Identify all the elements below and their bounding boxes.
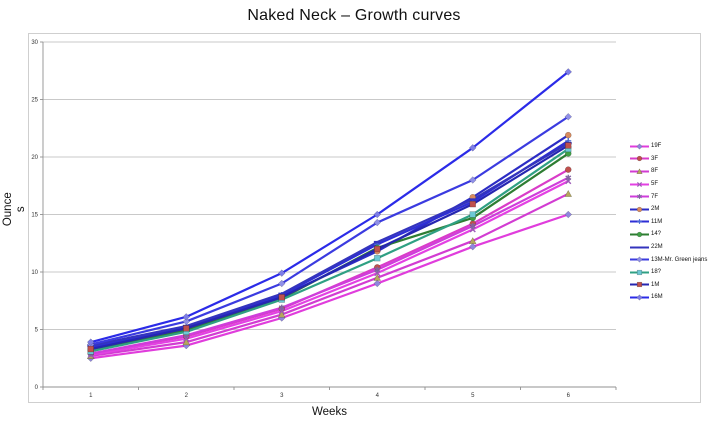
legend-series-marker-icon: [630, 256, 649, 263]
svg-text:5: 5: [471, 393, 475, 399]
legend-item: 16M: [630, 291, 707, 304]
svg-text:20: 20: [31, 155, 38, 161]
legend-series-marker-icon: [630, 246, 649, 249]
legend-label: 13M-Mr. Green jeans: [651, 256, 708, 263]
legend-label: 11M: [651, 218, 663, 225]
svg-text:4: 4: [376, 393, 380, 399]
legend-label: 5F: [651, 181, 659, 188]
y-axis-title: Ounces: [1, 192, 27, 227]
legend-series-marker-icon: [630, 143, 649, 150]
svg-text:0: 0: [35, 385, 39, 391]
legend-item: 5F: [630, 178, 707, 191]
svg-text:3: 3: [280, 393, 284, 399]
legend-label: 8F: [651, 168, 659, 175]
legend-series-marker-icon: [630, 231, 649, 238]
legend: 19F 3F 8F 5F 7F 2M 11M 14? 22M 13M-Mr. Green jean…: [630, 140, 707, 304]
legend-series-marker-icon: [630, 269, 649, 275]
legend-label: 16M: [651, 294, 663, 301]
svg-text:25: 25: [31, 98, 38, 104]
legend-item: 19F: [630, 140, 707, 153]
legend-item: 18?: [630, 266, 707, 279]
legend-item: 14?: [630, 228, 707, 241]
legend-item: 3F: [630, 153, 707, 166]
chart-title: Naked Neck – Growth curves: [247, 7, 461, 24]
legend-series-marker-icon: [630, 156, 649, 162]
legend-item: 22M: [630, 241, 707, 254]
legend-series-marker-icon: [630, 282, 649, 288]
legend-series-marker-icon: [630, 194, 649, 200]
svg-text:2: 2: [185, 393, 189, 399]
legend-label: 14?: [651, 231, 662, 238]
svg-text:6: 6: [567, 393, 571, 399]
legend-label: 3F: [651, 155, 659, 162]
legend-item: 1M: [630, 279, 707, 292]
legend-item: 7F: [630, 190, 707, 203]
svg-text:1: 1: [89, 393, 93, 399]
legend-series-marker-icon: [630, 181, 649, 187]
legend-series-marker-icon: [630, 294, 649, 301]
legend-label: 2M: [651, 206, 660, 213]
legend-series-marker-icon: [630, 168, 649, 174]
legend-item: 8F: [630, 165, 707, 178]
x-axis-title: Weeks: [312, 406, 347, 418]
svg-text:5: 5: [35, 328, 39, 334]
legend-label: 18?: [651, 269, 662, 276]
legend-label: 7F: [651, 193, 659, 200]
legend-item: 2M: [630, 203, 707, 216]
svg-text:10: 10: [31, 270, 38, 276]
legend-series-marker-icon: [630, 206, 649, 212]
legend-label: 22M: [651, 244, 663, 251]
legend-label: 1M: [651, 281, 660, 288]
legend-series-marker-icon: [630, 219, 649, 225]
legend-label: 19F: [651, 143, 662, 150]
legend-item: 13M-Mr. Green jeans: [630, 253, 707, 266]
svg-text:15: 15: [31, 213, 38, 219]
legend-item: 11M: [630, 216, 707, 229]
svg-text:30: 30: [31, 40, 38, 46]
